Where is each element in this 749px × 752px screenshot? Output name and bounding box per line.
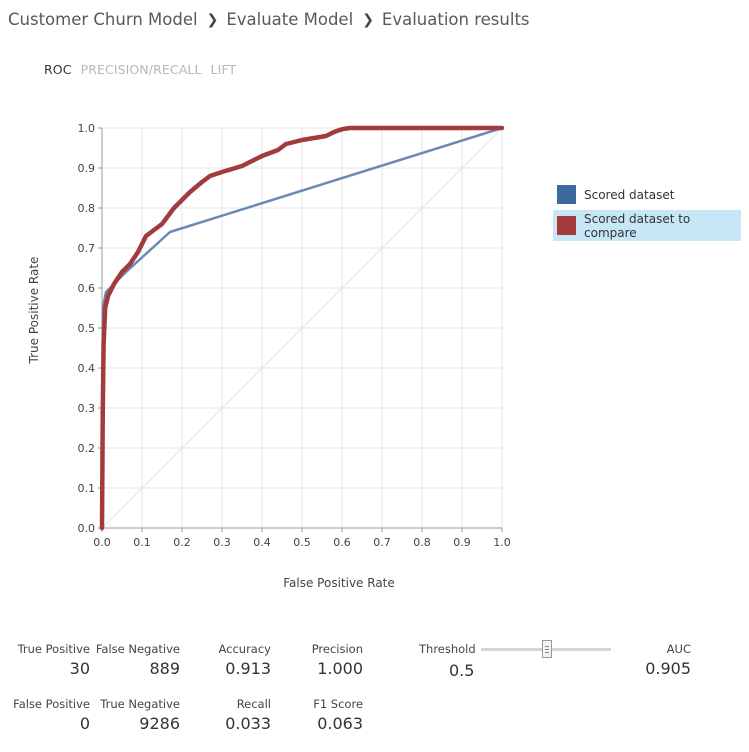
metric-precision: Precision 1.000 — [312, 642, 363, 678]
metric-accuracy: Accuracy 0.913 — [218, 642, 271, 678]
chart-tabs: ROC PRECISION/RECALL LIFT — [44, 62, 236, 77]
metric-label: False Negative — [95, 642, 180, 656]
chart-series — [99, 125, 505, 531]
y-tick-label: 0.9 — [78, 162, 96, 175]
tab-lift[interactable]: LIFT — [210, 62, 237, 77]
metric-false-negative: False Negative 889 — [96, 642, 180, 678]
metric-true-positive: True Positive 30 — [18, 642, 90, 678]
threshold-slider-handle[interactable] — [542, 640, 552, 658]
metric-false-positive: False Positive 0 — [13, 697, 90, 733]
metric-value: 0.905 — [645, 659, 691, 678]
y-tick-label: 0.2 — [78, 442, 96, 455]
metric-label: Recall — [236, 697, 271, 711]
metric-value: 0.913 — [225, 659, 271, 678]
series-line-scored-dataset-to-compare — [99, 125, 505, 531]
x-tick-label: 0.1 — [133, 536, 151, 549]
legend-item-scored-dataset-to-compare[interactable]: Scored dataset to compare — [553, 210, 741, 241]
legend-label: Scored dataset — [584, 187, 675, 202]
metric-label: Precision — [311, 642, 363, 656]
x-tick-label: 0.9 — [453, 536, 471, 549]
diagonal-reference-line — [101, 127, 503, 529]
y-tick-label: 0.4 — [78, 362, 96, 375]
x-tick-label: 0.6 — [333, 536, 351, 549]
y-tick-label: 0.6 — [78, 282, 96, 295]
x-tick-label: 1.0 — [493, 536, 511, 549]
threshold-label: Threshold — [419, 642, 476, 656]
x-tick-label: 0.8 — [413, 536, 431, 549]
metric-label: True Positive — [17, 642, 90, 656]
metric-value: 0.063 — [317, 714, 363, 733]
metric-auc: AUC 0.905 — [645, 642, 691, 678]
y-tick-label: 1.0 — [78, 122, 96, 135]
legend-label: Scored dataset to compare — [584, 211, 691, 240]
y-tick-label: 0.5 — [78, 322, 96, 335]
metric-value: 1.000 — [317, 659, 363, 678]
legend-swatch — [557, 185, 576, 204]
tab-precision-recall[interactable]: PRECISION/RECALL — [80, 62, 202, 77]
breadcrumb-item-module[interactable]: Evaluate Model — [226, 10, 354, 29]
breadcrumb-item-experiment[interactable]: Customer Churn Model — [8, 10, 198, 29]
x-tick-label: 0.0 — [93, 536, 111, 549]
y-tick-label: 0.3 — [78, 402, 96, 415]
y-tick-label: 0.8 — [78, 202, 96, 215]
x-tick-label: 0.3 — [213, 536, 231, 549]
metric-label: F1 Score — [313, 697, 363, 711]
y-tick-label: 0.7 — [78, 242, 96, 255]
metric-label: AUC — [666, 642, 691, 656]
metric-label: False Positive — [13, 697, 90, 711]
chevron-right-icon: ❯ — [206, 11, 219, 28]
legend-swatch — [557, 216, 576, 235]
chart-legend: Scored dataset Scored dataset to compare — [553, 179, 741, 241]
metric-recall: Recall 0.033 — [225, 697, 271, 733]
tab-roc[interactable]: ROC — [44, 62, 72, 77]
metric-value: 889 — [149, 659, 180, 678]
metric-value: 9286 — [139, 714, 180, 733]
metric-value: 0.033 — [225, 714, 271, 733]
x-tick-label: 0.2 — [173, 536, 191, 549]
y-axis-label: True Positive Rate — [27, 257, 41, 365]
x-tick-label: 0.5 — [293, 536, 311, 549]
legend-item-scored-dataset[interactable]: Scored dataset — [553, 179, 741, 210]
threshold-value: 0.5 — [449, 661, 475, 680]
metric-label: True Negative — [100, 697, 180, 711]
metric-f1-score: F1 Score 0.063 — [313, 697, 363, 733]
breadcrumb-item-current: Evaluation results — [381, 10, 530, 29]
y-tick-label: 0.1 — [78, 482, 96, 495]
metric-true-negative: True Negative 9286 — [100, 697, 180, 733]
breadcrumb: Customer Churn Model ❯ Evaluate Model ❯ … — [8, 10, 530, 29]
x-tick-label: 0.4 — [253, 536, 271, 549]
metric-label: Accuracy — [218, 642, 271, 656]
chevron-right-icon: ❯ — [362, 11, 374, 28]
chart-tick-labels: 0.00.0 0.1 0.1 0.2 0.2 0.3 0.3 0.4 0.4 0.5 0.5 0.6 0… — [78, 122, 511, 549]
roc-chart: 0.00.0 0.1 0.1 0.2 0.2 0.3 0.3 0.4 0.4 0.5 0.5 0.6 0… — [27, 122, 511, 590]
x-tick-label: 0.7 — [373, 536, 391, 549]
y-tick-label: 0.0 — [78, 522, 96, 535]
x-axis-label: False Positive Rate — [283, 576, 395, 590]
metric-value: 30 — [69, 659, 90, 678]
metric-value: 0 — [79, 714, 90, 733]
